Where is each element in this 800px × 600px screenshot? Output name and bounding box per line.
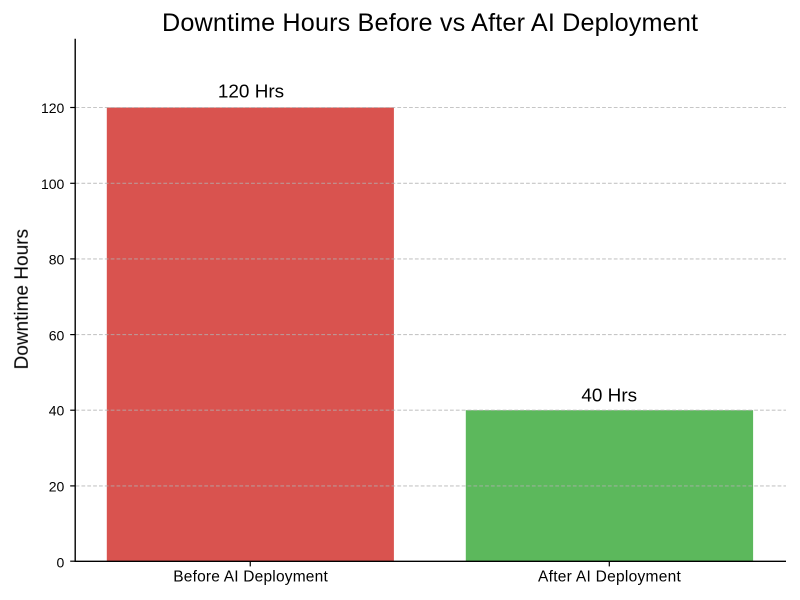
svg-text:After AI Deployment: After AI Deployment xyxy=(538,568,681,585)
svg-text:80: 80 xyxy=(49,252,65,268)
svg-text:Downtime Hours: Downtime Hours xyxy=(12,229,33,369)
svg-text:120: 120 xyxy=(41,100,65,116)
svg-text:0: 0 xyxy=(57,554,65,570)
svg-text:100: 100 xyxy=(41,176,65,192)
svg-text:Downtime Hours Before vs After: Downtime Hours Before vs After AI Deploy… xyxy=(162,9,698,37)
svg-text:40: 40 xyxy=(49,403,65,419)
svg-text:60: 60 xyxy=(49,327,65,343)
svg-text:40 Hrs: 40 Hrs xyxy=(581,385,637,406)
svg-text:Before AI Deployment: Before AI Deployment xyxy=(173,568,328,585)
svg-text:120 Hrs: 120 Hrs xyxy=(218,82,284,103)
svg-text:20: 20 xyxy=(49,479,65,495)
